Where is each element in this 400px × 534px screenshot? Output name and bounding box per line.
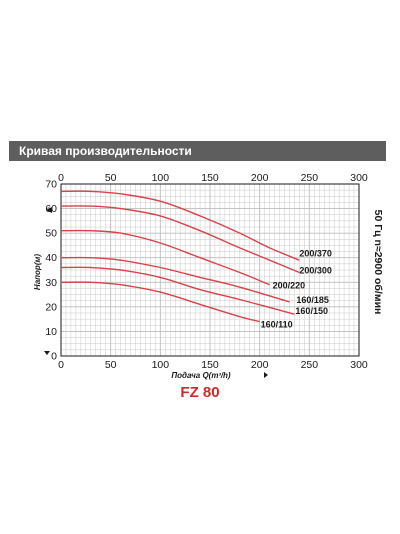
x-tick-label-top: 200 bbox=[251, 172, 269, 184]
x-tick-label-bottom: 100 bbox=[152, 359, 170, 371]
curve-200-220 bbox=[60, 229, 270, 286]
curve-label-200-370: 200/370 bbox=[299, 248, 332, 258]
curve-label-200-300: 200/300 bbox=[299, 266, 332, 276]
x-tick-label-top: 250 bbox=[301, 172, 319, 184]
curve-160-150 bbox=[60, 266, 295, 315]
curve-200-300 bbox=[60, 205, 300, 274]
curve-200-370 bbox=[60, 190, 300, 261]
curve-label-160-185: 160/185 bbox=[296, 295, 329, 305]
chart-curves bbox=[60, 190, 300, 323]
y-tick-label: 40 bbox=[45, 252, 57, 264]
section-title: Кривая производительности bbox=[19, 144, 192, 158]
y-tick-label: 10 bbox=[45, 326, 57, 338]
y-tick-label: 30 bbox=[45, 277, 57, 289]
x-tick-label-bottom: 150 bbox=[201, 359, 219, 371]
x-tick-label-top: 300 bbox=[350, 172, 368, 184]
y-tick-label: 0 bbox=[51, 351, 57, 363]
curve-160-110 bbox=[60, 281, 260, 323]
chart-labels: 0050501001001501502002002502503003000102… bbox=[45, 172, 368, 371]
x-tick-label-bottom: 50 bbox=[105, 359, 117, 371]
curve-160-185 bbox=[60, 256, 290, 303]
section-header: Кривая производительности bbox=[9, 141, 386, 161]
x-tick-label-bottom: 200 bbox=[251, 359, 269, 371]
y-axis-title: Напор(м) bbox=[33, 254, 42, 290]
plot-frame bbox=[60, 183, 360, 357]
x-axis-arrow-icon bbox=[264, 372, 268, 378]
x-tick-label-top: 150 bbox=[201, 172, 219, 184]
curve-label-160-110: 160/110 bbox=[261, 320, 293, 330]
y-axis-bottom-arrow-icon bbox=[44, 351, 50, 355]
y-tick-label: 50 bbox=[45, 228, 57, 240]
x-tick-label-bottom: 250 bbox=[301, 359, 319, 371]
y-tick-label: 20 bbox=[45, 301, 57, 313]
x-tick-label-top: 0 bbox=[58, 172, 64, 184]
x-tick-label-bottom: 300 bbox=[350, 359, 368, 371]
y-axis-arrow-icon bbox=[46, 207, 52, 213]
curve-label-200-220: 200/220 bbox=[273, 280, 306, 290]
x-axis-title: Подача Q(m³/h) bbox=[171, 371, 231, 380]
x-tick-label-bottom: 0 bbox=[58, 359, 64, 371]
model-name: FZ 80 bbox=[180, 384, 220, 401]
x-tick-label-top: 50 bbox=[105, 172, 117, 184]
x-tick-label-top: 100 bbox=[152, 172, 170, 184]
frequency-speed-label: 50 Гц n≈2900 об/мин bbox=[372, 210, 384, 315]
curve-label-160-150: 160/150 bbox=[295, 306, 328, 316]
y-tick-label: 70 bbox=[45, 179, 57, 191]
